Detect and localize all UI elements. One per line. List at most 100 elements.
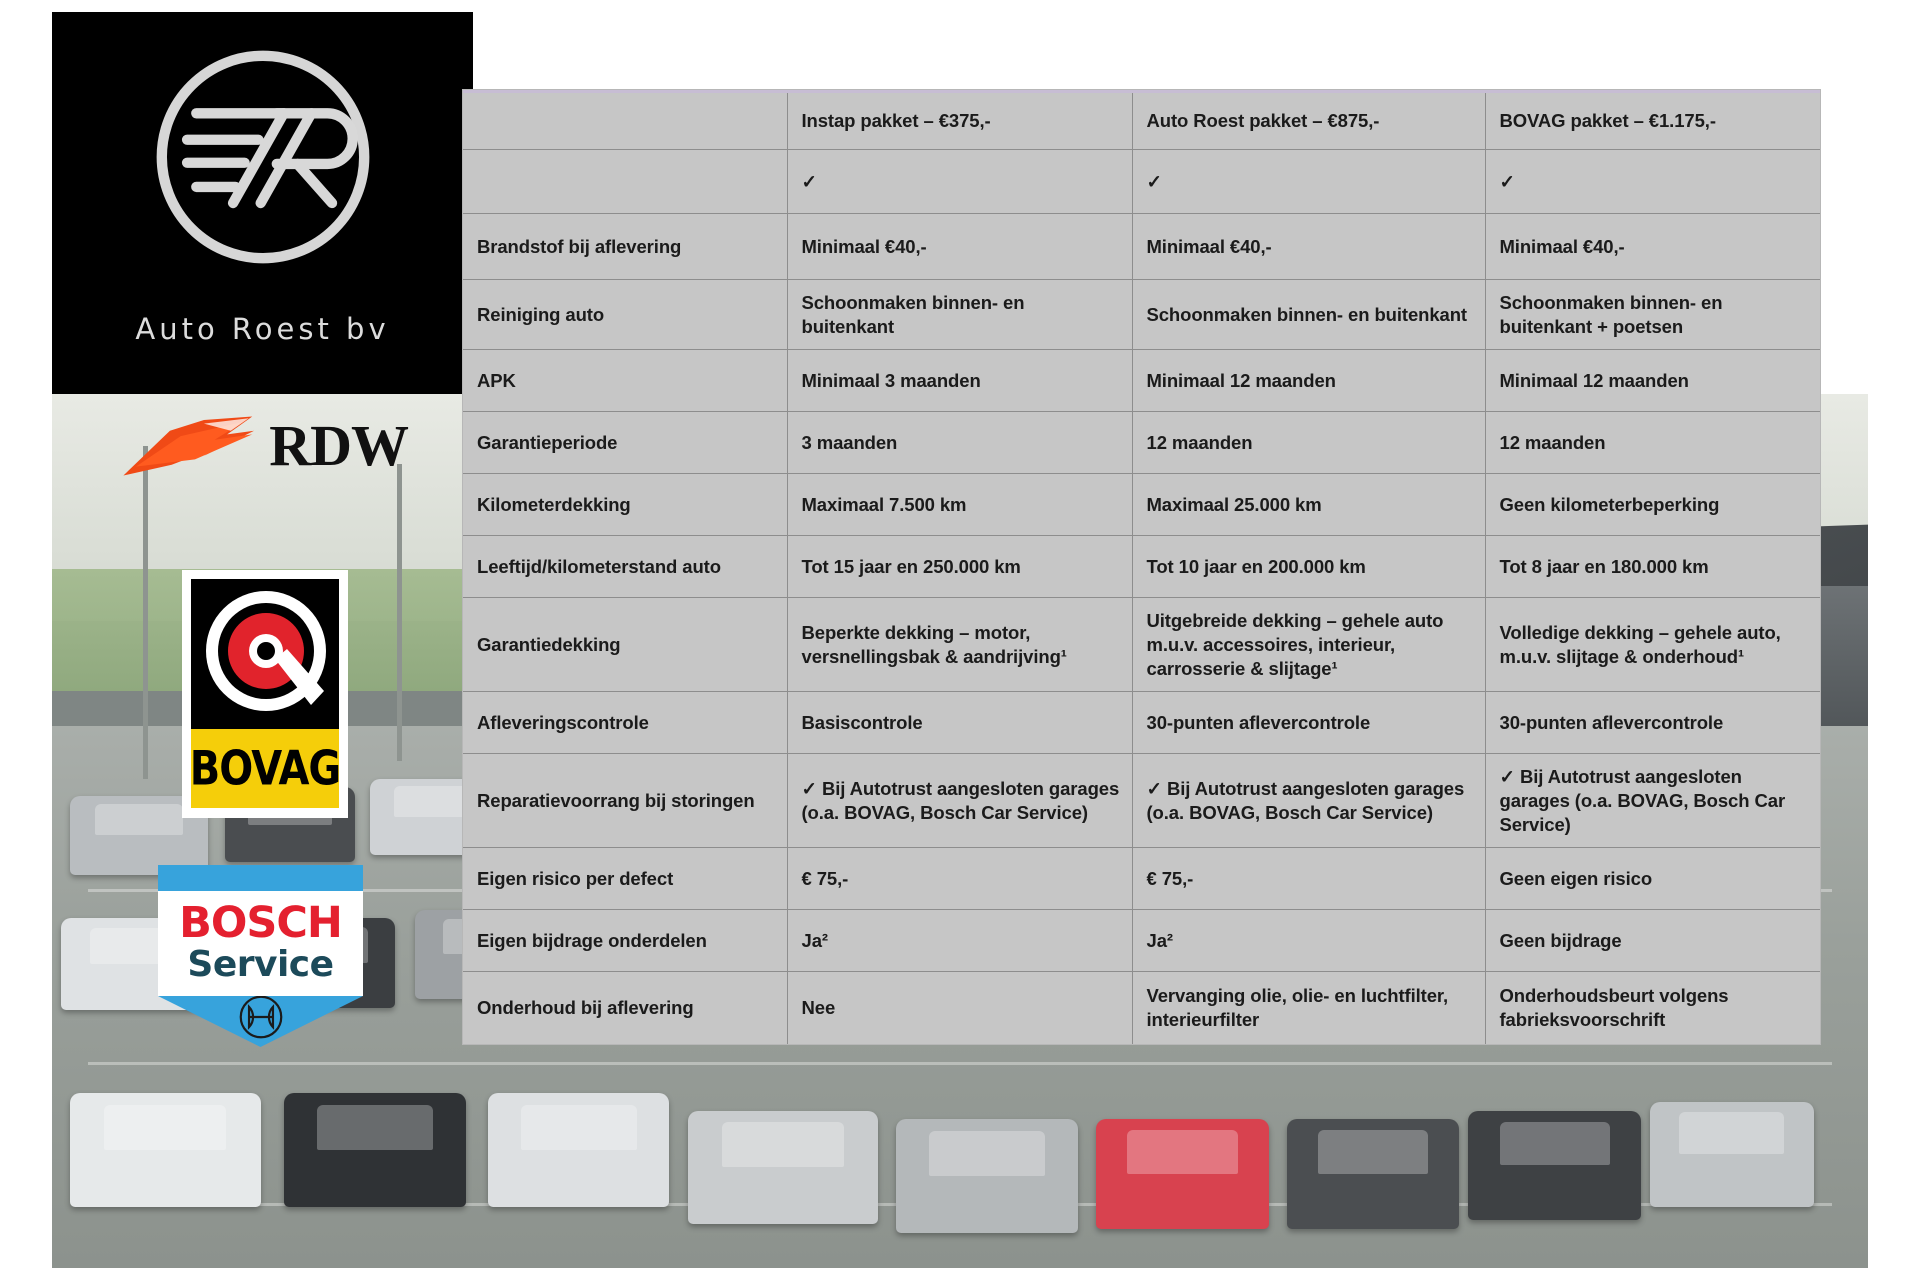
- table-row: Reiniging auto Schoonmaken binnen- en bu…: [463, 279, 1820, 351]
- cell-bovag: Minimaal 12 maanden: [1485, 349, 1820, 413]
- rdw-logo: RDW: [118, 404, 409, 488]
- cell-auto-roest: 12 maanden: [1132, 411, 1486, 475]
- table-row: Afleveringscontrole Basiscontrole 30-pun…: [463, 691, 1820, 755]
- cell-bovag: Geen bijdrage: [1485, 909, 1820, 973]
- table-row: Leeftijd/kilometerstand auto Tot 15 jaar…: [463, 535, 1820, 599]
- cell-instap: Maximaal 7.500 km: [787, 473, 1133, 537]
- row-label: Onderhoud bij aflevering: [463, 971, 788, 1044]
- cell-auto-roest: Minimaal €40,-: [1132, 213, 1486, 280]
- cell-auto-roest: Schoonmaken binnen- en buitenkant: [1132, 279, 1486, 351]
- cell-instap: ✓ Bij Autotrust aangesloten garages (o.a…: [787, 753, 1133, 849]
- row-label: Garantiedekking: [463, 597, 788, 693]
- cell-bovag: 12 maanden: [1485, 411, 1820, 475]
- table-row: Garantiedekking Beperkte dekking – motor…: [463, 597, 1820, 693]
- table-row: Eigen bijdrage onderdelen Ja² Ja² Geen b…: [463, 909, 1820, 973]
- page-margin-left: [0, 0, 52, 1280]
- cell-bovag: Geen eigen risico: [1485, 847, 1820, 911]
- bovag-name-plate: BOVAG: [189, 729, 341, 808]
- cell-instap: Basiscontrole: [787, 691, 1133, 755]
- cell-bovag: Geen kilometerbeperking: [1485, 473, 1820, 537]
- bosch-label: BOSCH: [179, 898, 343, 949]
- brand-company-name: Auto Roest bv: [135, 312, 390, 346]
- cell-check-bovag: ✓: [1485, 149, 1820, 214]
- package-comparison-table: Instap pakket – €375,- Auto Roest pakket…: [463, 90, 1820, 1044]
- cell-bovag: Onderhoudsbeurt volgens fabrieksvoorschr…: [1499, 985, 1729, 1031]
- cell-bovag: ✓ Bij Autotrust aangesloten garages (o.a…: [1485, 753, 1820, 849]
- row-label: Reparatievoorrang bij storingen: [463, 753, 788, 849]
- bovag-label: BOVAG: [189, 741, 341, 796]
- cell-instap: € 75,-: [787, 847, 1133, 911]
- row-label: Afleveringscontrole: [463, 691, 788, 755]
- parked-car: [1286, 1119, 1460, 1229]
- column-header-instap: Instap pakket – €375,-: [787, 90, 1133, 150]
- bosch-armature-icon: [239, 996, 282, 1039]
- cell-auto-roest: Ja²: [1132, 909, 1486, 973]
- bosch-top-bar: [158, 865, 363, 891]
- column-header-feature: [463, 90, 788, 150]
- row-label: Eigen bijdrage onderdelen: [463, 909, 788, 973]
- brand-logo-panel: Auto Roest bv: [52, 12, 473, 394]
- parked-car: [687, 1110, 879, 1225]
- bosch-car-service-logo: BOSCH Service: [158, 865, 363, 1047]
- parked-car: [1096, 1119, 1269, 1229]
- rdw-label: RDW: [269, 413, 409, 478]
- cell-instap: Beperkte dekking – motor, versnellingsba…: [787, 597, 1133, 693]
- bosch-chevron: [158, 996, 363, 1047]
- row-label: [463, 149, 788, 214]
- parked-car: [487, 1093, 670, 1207]
- cell-bovag: Schoonmaken binnen- en buitenkant + poet…: [1485, 279, 1820, 351]
- table-row: Garantieperiode 3 maanden 12 maanden 12 …: [463, 411, 1820, 475]
- table-row: Kilometerdekking Maximaal 7.500 km Maxim…: [463, 473, 1820, 537]
- bovag-wheel-icon: [191, 579, 339, 729]
- cell-auto-roest: € 75,-: [1132, 847, 1486, 911]
- cell-auto-roest: Vervanging olie, olie- en luchtfilter, i…: [1132, 971, 1486, 1044]
- cell-instap: Minimaal €40,-: [787, 213, 1133, 280]
- row-label: Kilometerdekking: [463, 473, 788, 537]
- cell-auto-roest: Tot 10 jaar en 200.000 km: [1132, 535, 1486, 599]
- cell-instap: 3 maanden: [787, 411, 1133, 475]
- parked-car: [70, 1093, 261, 1207]
- bosch-service-label: Service: [187, 944, 334, 986]
- cell-check-auto-roest: ✓: [1132, 149, 1486, 214]
- cell-auto-roest: ✓ Bij Autotrust aangesloten garages (o.a…: [1132, 753, 1486, 849]
- cell-instap: Ja²: [787, 909, 1133, 973]
- column-header-auto-roest: Auto Roest pakket – €875,-: [1132, 90, 1486, 150]
- column-header-bovag: BOVAG pakket – €1.175,-: [1485, 90, 1820, 150]
- row-label: APK: [463, 349, 788, 413]
- row-label: Brandstof bij aflevering: [463, 213, 788, 280]
- cell-instap: Tot 15 jaar en 250.000 km: [787, 535, 1133, 599]
- auto-roest-circle-r-icon: [156, 50, 369, 264]
- table-row: Onderhoud bij aflevering Nee Vervanging …: [463, 971, 1820, 1044]
- table-header-row: Instap pakket – €375,- Auto Roest pakket…: [463, 90, 1820, 150]
- cell-auto-roest: Uitgebreide dekking – gehele auto m.u.v.…: [1132, 597, 1486, 693]
- table-row: Brandstof bij aflevering Minimaal €40,- …: [463, 213, 1820, 280]
- row-label: Eigen risico per defect: [463, 847, 788, 911]
- parked-car: [1650, 1101, 1814, 1207]
- table-row: Eigen risico per defect € 75,- € 75,- Ge…: [463, 847, 1820, 911]
- table-row-check: ✓ ✓ ✓: [463, 149, 1820, 214]
- cell-bovag: Tot 8 jaar en 180.000 km: [1485, 535, 1820, 599]
- cell-instap: Nee: [787, 971, 1133, 1044]
- row-label: Reiniging auto: [463, 279, 788, 351]
- parked-car: [284, 1093, 467, 1207]
- cell-auto-roest: 30-punten aflevercontrole: [1132, 691, 1486, 755]
- parked-car: [1468, 1110, 1641, 1220]
- parked-car: [896, 1119, 1079, 1234]
- cell-bovag: Minimaal €40,-: [1485, 213, 1820, 280]
- page-margin-bottom: [0, 1268, 1920, 1280]
- row-label: Leeftijd/kilometerstand auto: [463, 535, 788, 599]
- cell-bovag: 30-punten aflevercontrole: [1485, 691, 1820, 755]
- row-label: Garantieperiode: [463, 411, 788, 475]
- cell-check-instap: ✓: [787, 149, 1133, 214]
- cell-instap: Minimaal 3 maanden: [787, 349, 1133, 413]
- cell-bovag: Volledige dekking – gehele auto, m.u.v. …: [1485, 597, 1820, 693]
- page-margin-right: [1868, 0, 1920, 1280]
- cell-auto-roest: Maximaal 25.000 km: [1132, 473, 1486, 537]
- table-row: Reparatievoorrang bij storingen ✓ Bij Au…: [463, 753, 1820, 849]
- cell-auto-roest: Minimaal 12 maanden: [1132, 349, 1486, 413]
- page-margin-top: [0, 0, 1920, 12]
- rdw-arrow-icon: [123, 416, 255, 476]
- bosch-name-plate: BOSCH Service: [158, 891, 363, 996]
- table-row: APK Minimaal 3 maanden Minimaal 12 maand…: [463, 349, 1820, 413]
